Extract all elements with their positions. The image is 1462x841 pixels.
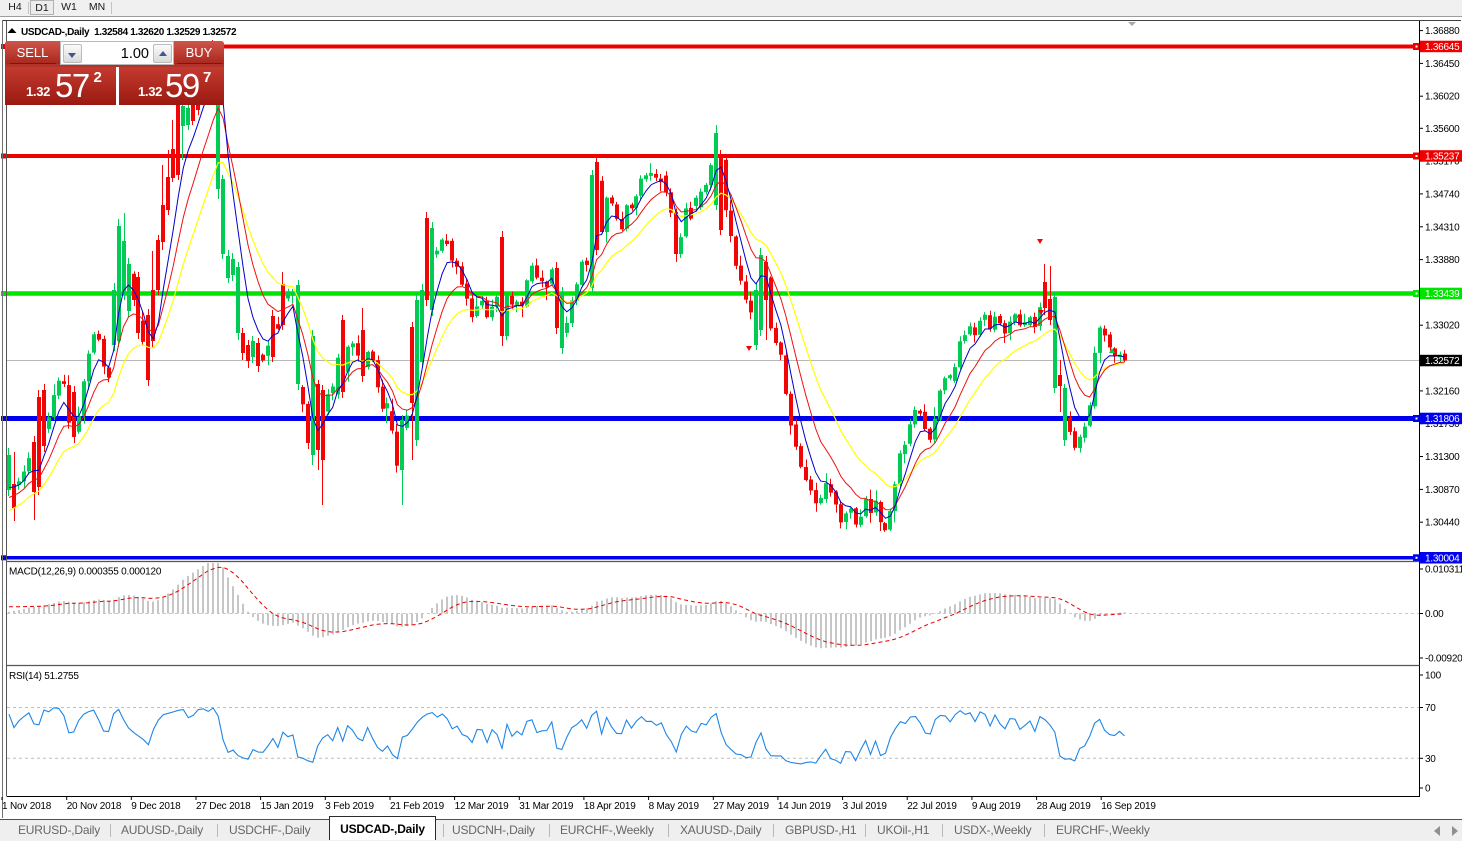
svg-text:1.35237: 1.35237 [1425, 152, 1460, 163]
svg-text:12 Mar 2019: 12 Mar 2019 [455, 801, 510, 812]
svg-text:1.30004: 1.30004 [1425, 553, 1460, 564]
svg-text:1.32572: 1.32572 [1425, 356, 1460, 367]
svg-text:30: 30 [1425, 754, 1436, 765]
svg-text:1.33020: 1.33020 [1425, 321, 1460, 332]
svg-text:8 May 2019: 8 May 2019 [649, 801, 700, 812]
svg-text:1.36450: 1.36450 [1425, 59, 1460, 70]
svg-text:16 Sep 2019: 16 Sep 2019 [1101, 801, 1156, 812]
svg-text:USDCAD-,Daily 1.32584 1.32620: USDCAD-,Daily 1.32584 1.32620 1.32529 1.… [21, 27, 237, 38]
svg-text:27 Dec 2018: 27 Dec 2018 [196, 801, 251, 812]
svg-text:18 Apr 2019: 18 Apr 2019 [584, 801, 636, 812]
svg-text:1.36020: 1.36020 [1425, 92, 1460, 103]
svg-text:22 Jul 2019: 22 Jul 2019 [907, 801, 957, 812]
svg-text:9 Aug 2019: 9 Aug 2019 [972, 801, 1021, 812]
svg-text:1.30440: 1.30440 [1425, 518, 1460, 529]
svg-text:1.34740: 1.34740 [1425, 189, 1460, 200]
svg-text:3 Feb 2019: 3 Feb 2019 [325, 801, 374, 812]
svg-text:1.33439: 1.33439 [1425, 289, 1460, 300]
svg-text:100: 100 [1425, 671, 1442, 682]
svg-text:-0.009203: -0.009203 [1425, 654, 1462, 665]
svg-text:3 Jul 2019: 3 Jul 2019 [843, 801, 888, 812]
svg-text:28 Aug 2019: 28 Aug 2019 [1037, 801, 1092, 812]
svg-text:1.31730: 1.31730 [1425, 419, 1460, 430]
svg-text:1.35600: 1.35600 [1425, 124, 1460, 135]
svg-text:0.00: 0.00 [1425, 609, 1444, 620]
svg-text:1.36645: 1.36645 [1425, 42, 1460, 53]
svg-text:MACD(12,26,9) 0.000355 0.00012: MACD(12,26,9) 0.000355 0.000120 [9, 567, 162, 578]
svg-text:1 Nov 2018: 1 Nov 2018 [2, 801, 52, 812]
svg-text:9 Dec 2018: 9 Dec 2018 [131, 801, 181, 812]
svg-text:1.36880: 1.36880 [1425, 26, 1460, 37]
svg-text:1.33880: 1.33880 [1425, 255, 1460, 266]
svg-text:RSI(14) 51.2755: RSI(14) 51.2755 [9, 671, 79, 682]
svg-text:1.34310: 1.34310 [1425, 222, 1460, 233]
svg-text:1.30870: 1.30870 [1425, 485, 1460, 496]
svg-text:20 Nov 2018: 20 Nov 2018 [67, 801, 122, 812]
svg-text:1.31300: 1.31300 [1425, 452, 1460, 463]
svg-text:70: 70 [1425, 703, 1436, 714]
svg-text:0.010311: 0.010311 [1425, 565, 1462, 576]
svg-text:1.35170: 1.35170 [1425, 157, 1460, 168]
svg-text:0: 0 [1425, 784, 1431, 795]
svg-text:15 Jan 2019: 15 Jan 2019 [261, 801, 314, 812]
svg-text:1.31806: 1.31806 [1425, 414, 1460, 425]
svg-text:31 Mar 2019: 31 Mar 2019 [519, 801, 574, 812]
svg-text:1.32160: 1.32160 [1425, 386, 1460, 397]
svg-text:14 Jun 2019: 14 Jun 2019 [778, 801, 831, 812]
svg-text:27 May 2019: 27 May 2019 [713, 801, 769, 812]
svg-text:21 Feb 2019: 21 Feb 2019 [390, 801, 445, 812]
